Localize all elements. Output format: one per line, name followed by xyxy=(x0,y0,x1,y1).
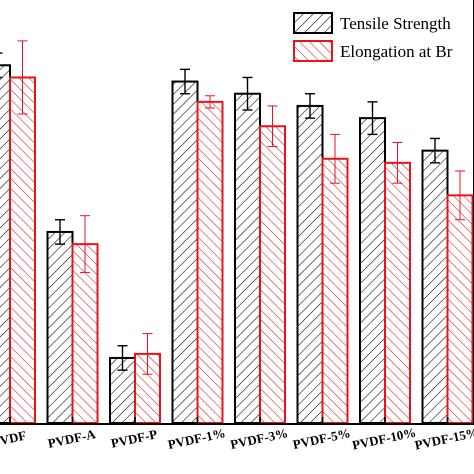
bar-elongation-2 xyxy=(134,352,161,424)
x-tick-label-7: PVDF-15% xyxy=(413,425,474,453)
bar-elongation-3 xyxy=(196,100,224,425)
bar-tensile-5 xyxy=(296,104,324,425)
bar-elongation-0 xyxy=(9,76,36,424)
bar-elongation-6 xyxy=(384,161,411,424)
legend-swatch-1 xyxy=(293,40,333,62)
bar-elongation-4 xyxy=(259,125,286,424)
bar-tensile-6 xyxy=(359,117,386,424)
legend: Tensile Strength Elongation at Br xyxy=(293,12,453,62)
bar-tensile-7 xyxy=(421,149,449,425)
bar-elongation-1 xyxy=(71,243,99,424)
x-tick-label-3: PVDF-1% xyxy=(166,425,226,452)
bar-tensile-3 xyxy=(171,80,199,424)
bar-elongation-5 xyxy=(321,157,349,424)
x-tick-label-2: PVDF-P xyxy=(110,426,159,450)
bars-layer xyxy=(0,40,474,425)
legend-label-0: Tensile Strength xyxy=(340,14,451,33)
x-tick-label-0: PVDF xyxy=(0,428,28,450)
bar-tensile-0 xyxy=(0,64,11,424)
legend-swatch-0 xyxy=(293,12,333,34)
x-tick-label-1: PVDF-A xyxy=(46,426,97,451)
bar-tensile-4 xyxy=(234,92,261,425)
legend-label-1: Elongation at Br xyxy=(340,42,453,61)
x-tick-label-5: PVDF-5% xyxy=(291,425,351,452)
bar-elongation-7 xyxy=(446,194,474,424)
plot-frame xyxy=(0,0,474,425)
bar-tensile-1 xyxy=(46,230,74,424)
x-tick-label-4: PVDF-3% xyxy=(229,425,289,452)
x-tick-label-6: PVDF-10% xyxy=(351,425,418,453)
